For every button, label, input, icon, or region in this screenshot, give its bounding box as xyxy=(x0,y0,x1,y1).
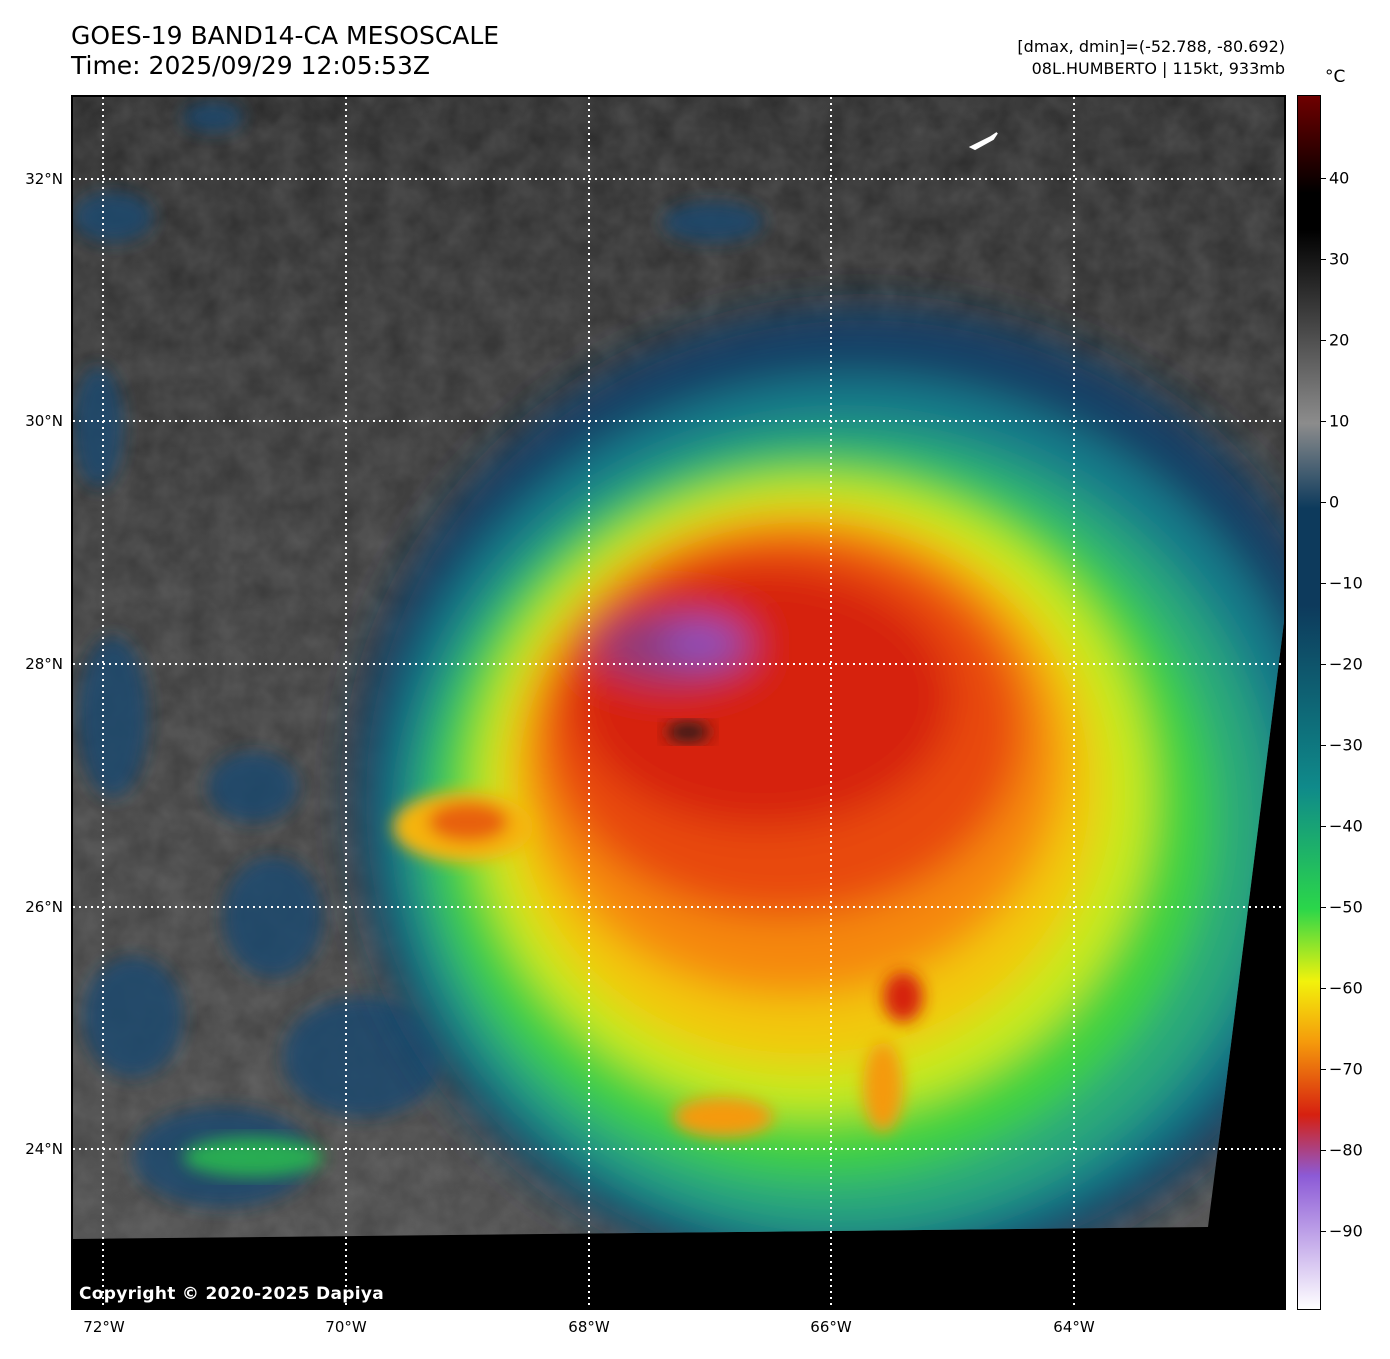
colorbar-tick-mark xyxy=(1321,340,1326,341)
colorbar-tick-mark xyxy=(1321,1150,1326,1151)
colorbar-tick-mark xyxy=(1321,988,1326,989)
lat-label-30n: 30°N xyxy=(25,412,63,430)
lon-label-68w: 68°W xyxy=(568,1318,610,1336)
colorbar-tick-label: 0 xyxy=(1329,492,1340,512)
colorbar-tick-label: 20 xyxy=(1329,330,1350,350)
colorbar-tick-mark xyxy=(1321,1231,1326,1232)
colorbar-tick-mark xyxy=(1321,907,1326,908)
colorbar-tick-label: −10 xyxy=(1329,573,1363,593)
lat-label-24n: 24°N xyxy=(25,1140,63,1158)
colorbar-unit: °C xyxy=(1325,67,1346,87)
satellite-image xyxy=(73,97,1284,1308)
colorbar-tick-label: −90 xyxy=(1329,1221,1363,1241)
colorbar-tick-mark xyxy=(1321,583,1326,584)
info-dmax-dmin: [dmax, dmin]=(-52.788, -80.692) xyxy=(1017,37,1285,56)
title-line-product: GOES-19 BAND14-CA MESOSCALE xyxy=(71,21,500,50)
colorbar-tick-mark xyxy=(1321,178,1326,179)
colorbar-tick-mark xyxy=(1321,259,1326,260)
colorbar-tick-label: −50 xyxy=(1329,897,1363,917)
colorbar-tick-mark xyxy=(1321,421,1326,422)
lon-label-64w: 64°W xyxy=(1053,1318,1095,1336)
satellite-data-region xyxy=(73,97,1284,1239)
colorbar-tick-label: −70 xyxy=(1329,1059,1363,1079)
colorbar-tick-label: 30 xyxy=(1329,249,1350,269)
colorbar-tick-mark xyxy=(1321,502,1326,503)
info-storm: 08L.HUMBERTO | 115kt, 933mb xyxy=(1031,59,1285,78)
lon-label-66w: 66°W xyxy=(810,1318,852,1336)
colorbar xyxy=(1297,95,1321,1310)
colorbar-tick-label: −40 xyxy=(1329,816,1363,836)
colorbar-tick-mark xyxy=(1321,826,1326,827)
colorbar-tick-label: 10 xyxy=(1329,411,1350,431)
lat-label-26n: 26°N xyxy=(25,898,63,916)
title-line-time: Time: 2025/09/29 12:05:53Z xyxy=(71,51,430,80)
colorbar-tick-mark xyxy=(1321,1069,1326,1070)
colorbar-tick-mark xyxy=(1321,745,1326,746)
colorbar-tick-mark xyxy=(1321,664,1326,665)
copyright-text: Copyright © 2020-2025 Dapiya xyxy=(79,1284,384,1304)
lon-label-70w: 70°W xyxy=(325,1318,367,1336)
lat-label-32n: 32°N xyxy=(25,170,63,188)
lat-label-28n: 28°N xyxy=(25,655,63,673)
colorbar-tick-label: −60 xyxy=(1329,978,1363,998)
gridlines xyxy=(73,97,1284,1308)
satellite-image-map: Copyright © 2020-2025 Dapiya xyxy=(71,95,1286,1310)
lon-label-72w: 72°W xyxy=(83,1318,125,1336)
colorbar-tick-label: −30 xyxy=(1329,735,1363,755)
colorbar-tick-label: −80 xyxy=(1329,1140,1363,1160)
colorbar-tick-label: 40 xyxy=(1329,168,1350,188)
colorbar-tick-label: −20 xyxy=(1329,654,1363,674)
